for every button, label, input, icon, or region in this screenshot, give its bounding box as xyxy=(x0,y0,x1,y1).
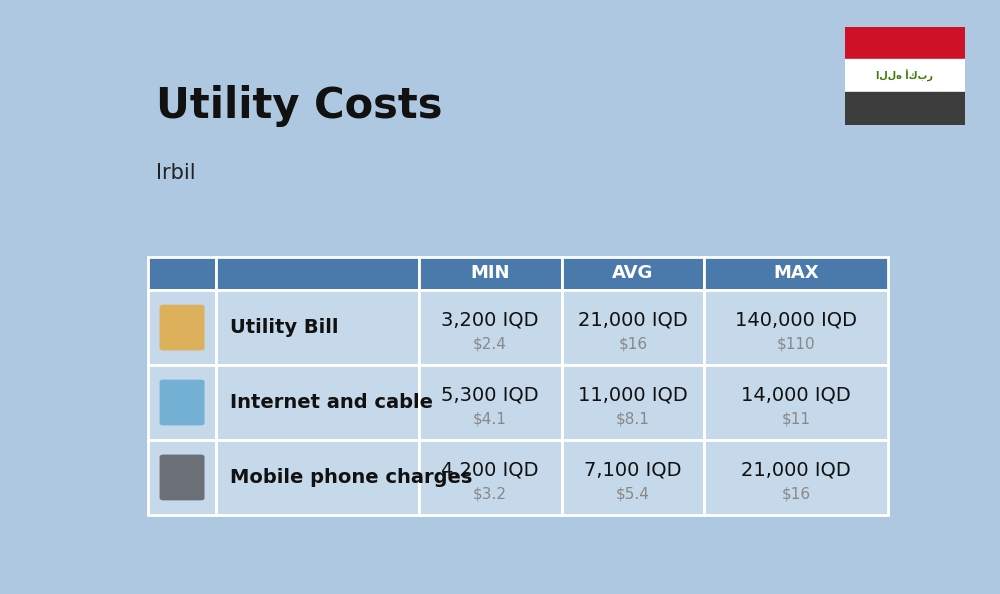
Text: Irbil: Irbil xyxy=(156,163,196,183)
Text: $2.4: $2.4 xyxy=(473,337,507,352)
Bar xyxy=(216,290,419,365)
Text: $3.2: $3.2 xyxy=(473,486,507,501)
Bar xyxy=(845,92,965,125)
FancyBboxPatch shape xyxy=(160,305,205,350)
Bar xyxy=(845,27,965,59)
Bar xyxy=(148,365,216,440)
Bar xyxy=(704,440,888,515)
Bar xyxy=(562,257,704,290)
Bar xyxy=(419,257,562,290)
Text: 7,100 IQD: 7,100 IQD xyxy=(584,460,682,479)
Bar xyxy=(216,257,419,290)
Text: 140,000 IQD: 140,000 IQD xyxy=(735,311,857,330)
Text: 11,000 IQD: 11,000 IQD xyxy=(578,386,688,405)
Bar xyxy=(419,365,562,440)
Text: الله أكبر: الله أكبر xyxy=(876,69,934,82)
Text: Internet and cable: Internet and cable xyxy=(230,393,433,412)
Text: AVG: AVG xyxy=(612,264,654,282)
FancyBboxPatch shape xyxy=(160,380,205,425)
Text: Mobile phone charges: Mobile phone charges xyxy=(230,468,472,487)
Text: $5.4: $5.4 xyxy=(616,486,650,501)
Text: $4.1: $4.1 xyxy=(473,412,507,426)
Bar xyxy=(148,440,216,515)
Bar xyxy=(419,440,562,515)
Text: $11: $11 xyxy=(782,412,811,426)
Text: Utility Bill: Utility Bill xyxy=(230,318,339,337)
Bar xyxy=(419,290,562,365)
Text: 14,000 IQD: 14,000 IQD xyxy=(741,386,851,405)
Bar xyxy=(562,290,704,365)
Text: 21,000 IQD: 21,000 IQD xyxy=(741,460,851,479)
Text: MAX: MAX xyxy=(774,264,819,282)
FancyBboxPatch shape xyxy=(160,454,205,500)
Text: $8.1: $8.1 xyxy=(616,412,650,426)
Bar xyxy=(148,290,216,365)
Bar xyxy=(704,290,888,365)
Text: 21,000 IQD: 21,000 IQD xyxy=(578,311,688,330)
Bar xyxy=(216,365,419,440)
Bar xyxy=(148,257,216,290)
Text: Utility Costs: Utility Costs xyxy=(156,85,442,127)
Text: $16: $16 xyxy=(782,486,811,501)
Text: $16: $16 xyxy=(618,337,647,352)
Bar xyxy=(704,257,888,290)
Text: 4,200 IQD: 4,200 IQD xyxy=(441,460,539,479)
Text: $110: $110 xyxy=(777,337,816,352)
Bar xyxy=(704,365,888,440)
Bar xyxy=(562,365,704,440)
Bar xyxy=(845,59,965,92)
Text: 5,300 IQD: 5,300 IQD xyxy=(441,386,539,405)
Text: MIN: MIN xyxy=(470,264,510,282)
Text: 3,200 IQD: 3,200 IQD xyxy=(441,311,539,330)
Bar xyxy=(216,440,419,515)
Bar xyxy=(562,440,704,515)
